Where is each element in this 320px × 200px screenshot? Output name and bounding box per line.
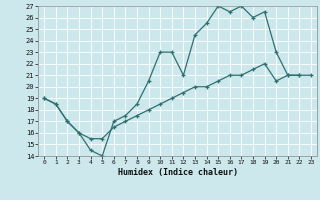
X-axis label: Humidex (Indice chaleur): Humidex (Indice chaleur) (118, 168, 238, 177)
